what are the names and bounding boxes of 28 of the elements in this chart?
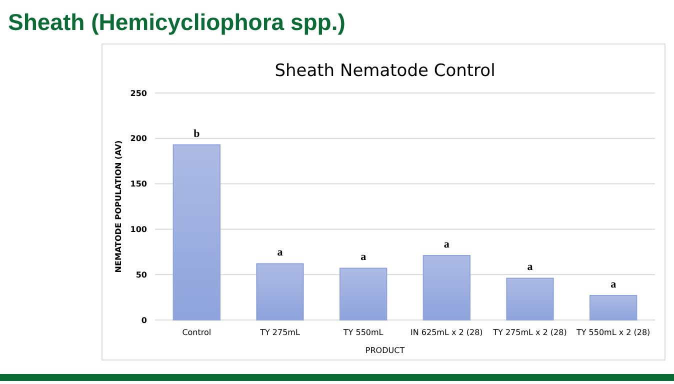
x-tick-label: TY 275mL x 2 (28) bbox=[492, 328, 567, 337]
y-tick-label: 50 bbox=[136, 270, 148, 280]
y-tick-label: 200 bbox=[130, 134, 148, 144]
chart-title: Sheath (Hemicycliophora spp.) bbox=[8, 9, 346, 35]
y-tick-label: 250 bbox=[130, 88, 148, 98]
data-label: a bbox=[360, 251, 367, 264]
y-axis-title: NEMATODE POPULATION (AV) bbox=[114, 140, 123, 273]
y-tick-label: 150 bbox=[130, 180, 148, 189]
x-tick-label: Control bbox=[182, 328, 212, 337]
data-label: a bbox=[527, 261, 534, 274]
x-axis-title: PRODUCT bbox=[365, 346, 405, 355]
y-tick-label: 100 bbox=[130, 225, 148, 234]
bar bbox=[340, 268, 388, 320]
x-tick-label: TY 550mL bbox=[342, 328, 384, 337]
x-tick-label: TY 275mL bbox=[259, 328, 300, 337]
data-label: a bbox=[444, 238, 450, 251]
bar bbox=[256, 263, 304, 320]
data-label: b bbox=[194, 128, 200, 140]
chart-subtitle: Sheath Nematode Control bbox=[274, 61, 496, 81]
x-tick-label: IN 625mL x 2 (28) bbox=[410, 328, 483, 337]
x-tick-label: TY 550mL x 2 (28) bbox=[575, 328, 650, 337]
data-label: a bbox=[610, 278, 617, 290]
bar bbox=[422, 255, 470, 320]
data-label: a bbox=[277, 246, 284, 259]
bar bbox=[506, 278, 554, 320]
bar bbox=[590, 294, 638, 320]
bar bbox=[172, 144, 220, 320]
y-tick-label: 0 bbox=[141, 316, 148, 325]
